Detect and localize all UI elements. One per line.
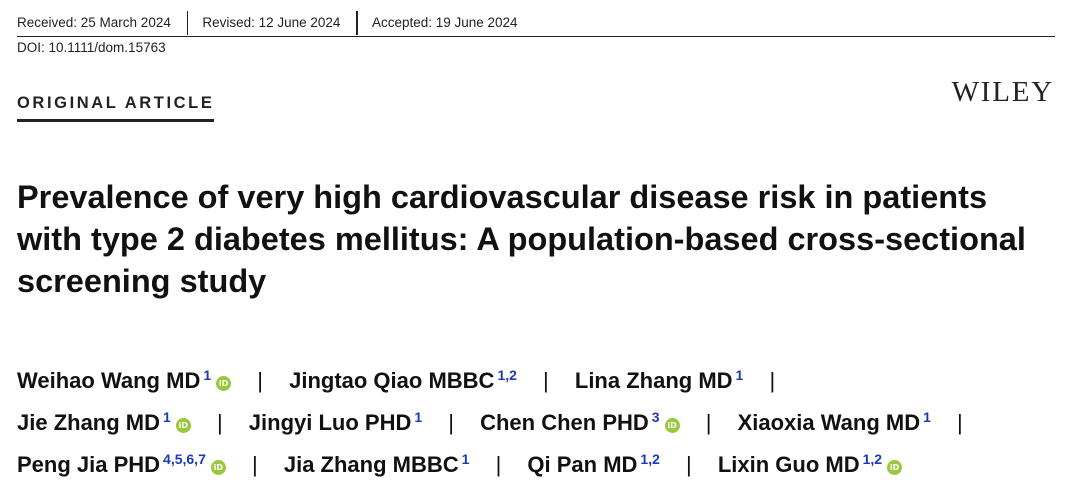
author-name[interactable]: Weihao Wang MD — [17, 368, 201, 393]
affiliation-sup[interactable]: 1 — [203, 367, 212, 383]
author-list: Weihao Wang MD 1iD | Jingtao Qiao MBBC 1,2… — [17, 357, 1067, 483]
author-separator: | — [216, 410, 223, 435]
author-entry[interactable]: Lina Zhang MD 1 — [574, 367, 744, 393]
received-date: Received: 25 March 2024 — [17, 15, 171, 30]
affiliation-sup[interactable]: 3 — [651, 409, 660, 425]
affiliation-sup[interactable]: 4,5,6,7 — [163, 451, 206, 467]
author-separator: | — [257, 368, 263, 393]
revised-date: Revised: 12 June 2024 — [202, 15, 341, 30]
author-name[interactable]: Jingtao Qiao MBBC — [289, 368, 495, 393]
author-entry[interactable]: Jia Zhang MBBC 1 — [283, 451, 470, 477]
article-history-row: Received: 25 March 2024 Revised: 12 June… — [17, 9, 1055, 36]
doi-link[interactable]: DOI: 10.1111/dom.15763 — [17, 40, 166, 55]
affiliation-sup[interactable]: 1,2 — [640, 451, 660, 467]
author-entry[interactable]: Jingyi Luo PHD 1 — [248, 409, 423, 435]
author-separator: | — [686, 452, 692, 477]
orcid-icon[interactable]: iD — [664, 418, 680, 433]
author-name[interactable]: Peng Jia PHD — [17, 452, 161, 477]
author-entry[interactable]: Weihao Wang MD 1 iD — [17, 367, 232, 393]
author-name[interactable]: Xiaoxia Wang MD — [737, 410, 921, 435]
affiliation-sup[interactable]: 1 — [163, 409, 171, 425]
author-entry[interactable]: Jie Zhang MD 1 iD — [17, 409, 191, 435]
affiliation-sup[interactable]: 1 — [414, 409, 423, 425]
author-name[interactable]: Jie Zhang MD — [17, 410, 161, 435]
orcid-icon[interactable]: iD — [887, 460, 903, 475]
affiliation-sup[interactable]: 1 — [461, 451, 470, 467]
author-separator: | — [252, 452, 258, 477]
author-name[interactable]: Jingyi Luo PHD — [248, 410, 412, 435]
author-separator: | — [495, 452, 502, 477]
author-separator: | — [769, 368, 776, 393]
author-name[interactable]: Qi Pan MD — [527, 452, 638, 477]
affiliation-sup[interactable]: 1,2 — [497, 367, 517, 383]
affiliation-sup[interactable]: 1 — [735, 367, 744, 383]
author-line: Weihao Wang MD 1iD | Jingtao Qiao MBBC 1,2… — [17, 357, 1067, 399]
orcid-icon[interactable]: iD — [210, 460, 226, 475]
author-entry[interactable]: Jingtao Qiao MBBC 1,2 — [289, 367, 517, 393]
author-separator: | — [543, 368, 549, 393]
history-divider — [356, 10, 358, 35]
affiliation-sup[interactable]: 1 — [923, 409, 931, 425]
history-divider — [186, 10, 189, 35]
article-title: Prevalence of very high cardiovascular d… — [17, 179, 1026, 299]
author-name[interactable]: Lixin Guo MD — [717, 452, 860, 477]
article-history-bar: Received: 25 March 2024 Revised: 12 June… — [17, 9, 1055, 37]
section-label: ORIGINAL ARTICLE — [17, 94, 215, 122]
author-line: Jie Zhang MD 1iD | Jingyi Luo PHD 1 | Chen… — [17, 399, 1067, 441]
author-name[interactable]: Chen Chen PHD — [480, 410, 649, 435]
author-entry[interactable]: Xiaoxia Wang MD 1 — [737, 409, 931, 435]
orcid-icon[interactable]: iD — [175, 418, 191, 433]
author-separator: | — [705, 410, 712, 435]
orcid-icon[interactable]: iD — [216, 376, 232, 391]
author-line: Peng Jia PHD 4,5,6,7iD | Jia Zhang MBBC 1 … — [17, 441, 1067, 483]
author-separator: | — [448, 410, 454, 435]
accepted-date: Accepted: 19 June 2024 — [371, 15, 518, 30]
affiliation-sup[interactable]: 1,2 — [862, 451, 883, 467]
author-entry[interactable]: Chen Chen PHD 3 iD — [480, 409, 680, 435]
author-name[interactable]: Lina Zhang MD — [574, 368, 733, 393]
author-entry[interactable]: Qi Pan MD 1,2 — [527, 451, 660, 477]
publisher-logo: WILEY — [951, 76, 1054, 108]
author-entry[interactable]: Peng Jia PHD 4,5,6,7 iD — [17, 451, 226, 477]
author-separator: | — [957, 410, 963, 435]
author-entry[interactable]: Lixin Guo MD 1,2 iD — [717, 451, 903, 477]
author-name[interactable]: Jia Zhang MBBC — [283, 452, 459, 477]
